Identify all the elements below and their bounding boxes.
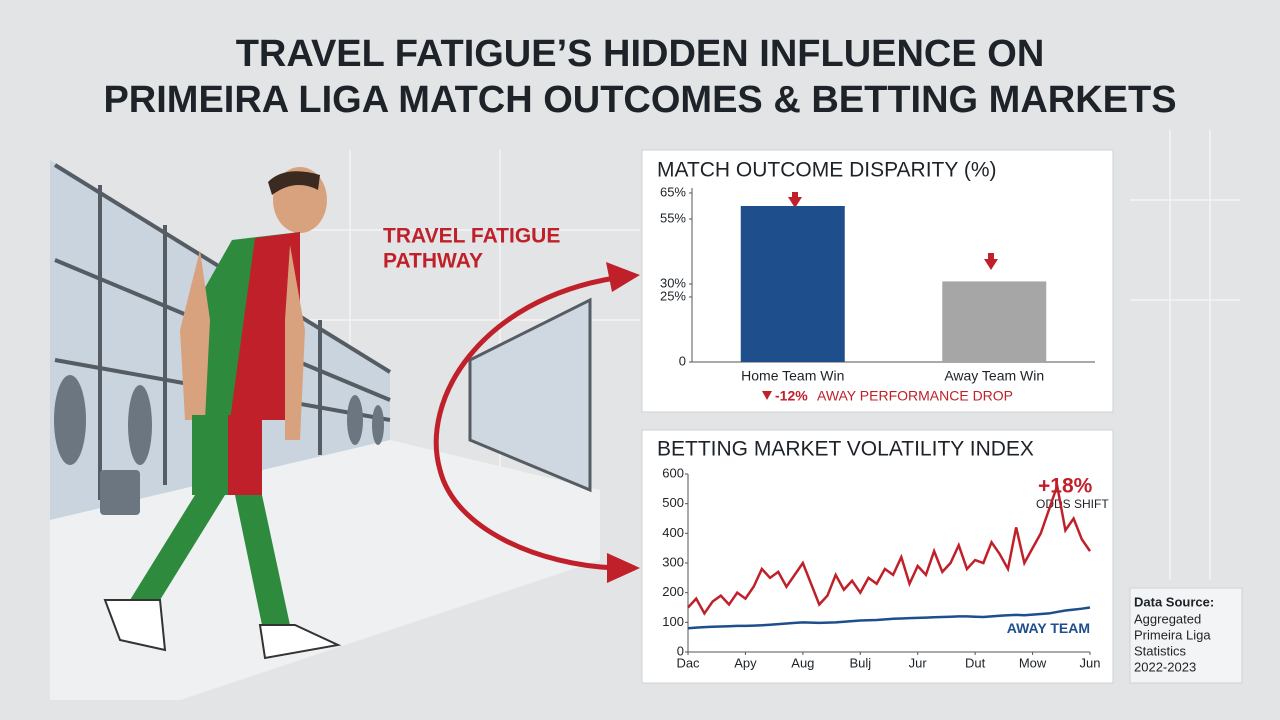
y-tick-label: 600	[662, 465, 684, 480]
y-tick-label: 0	[679, 353, 686, 368]
panel	[641, 149, 1114, 413]
line-series	[687, 480, 1092, 616]
source-line: Primeira Liga	[1134, 627, 1211, 642]
bar	[942, 281, 1047, 362]
y-tick-label: 500	[662, 495, 684, 510]
source-line: Aggregated	[1134, 611, 1201, 626]
y-tick-label: 300	[662, 554, 684, 569]
source-line: Statistics	[1134, 643, 1187, 658]
y-tick-label: 200	[662, 584, 684, 599]
annotation-text: AWAY PERFORMANCE DROP	[817, 388, 1013, 404]
drop-arrow	[762, 391, 772, 400]
drop-arrow	[792, 192, 798, 199]
annotation-value: -12%	[775, 388, 808, 404]
source-line: 2022-2023	[1134, 659, 1196, 674]
arrow-head	[606, 262, 640, 292]
y-tick-label: 100	[662, 614, 684, 629]
drop-arrow	[788, 197, 802, 208]
arrow-head	[607, 553, 640, 583]
illustration	[50, 160, 600, 700]
x-tick-label: Away Team Win	[944, 368, 1044, 384]
x-tick-label: Mow	[1019, 655, 1047, 670]
x-tick-label: Jur	[909, 655, 928, 670]
bar	[740, 206, 845, 362]
x-tick-label: Apy	[734, 655, 757, 670]
x-tick-label: Jun	[1080, 655, 1101, 670]
y-tick-label: 30%	[660, 275, 686, 290]
x-tick-label: Home Team Win	[741, 368, 844, 384]
annotation-value: +18%	[1038, 475, 1093, 498]
x-tick-label: Aug	[791, 655, 814, 670]
series-label: AWAY TEAM	[1007, 620, 1090, 636]
chart-title: BETTING MARKET VOLATILITY INDEX	[657, 438, 1034, 461]
line-series	[687, 606, 1091, 630]
y-tick-label: 0	[677, 643, 684, 658]
source-box	[1129, 587, 1243, 684]
pathway-label: TRAVEL FATIGUE	[383, 225, 560, 248]
title: TRAVEL FATIGUE’S HIDDEN INFLUENCE ON	[236, 33, 1045, 75]
x-tick-label: Bulj	[849, 655, 871, 670]
drop-arrow	[988, 253, 994, 260]
pathway-label: PATHWAY	[383, 250, 483, 273]
y-tick-label: 55%	[660, 210, 686, 225]
panel	[641, 429, 1114, 684]
y-tick-label: 400	[662, 525, 684, 540]
annotation-text: ODDS SHIFT	[1036, 497, 1109, 511]
y-tick-label: 65%	[660, 184, 686, 199]
pathway-arrow	[433, 275, 616, 571]
source-heading: Data Source:	[1134, 594, 1214, 609]
title: PRIMEIRA LIGA MATCH OUTCOMES & BETTING M…	[103, 79, 1176, 121]
chart-title: MATCH OUTCOME DISPARITY (%)	[657, 159, 997, 182]
drop-arrow	[984, 259, 998, 270]
y-tick-label: 25%	[660, 288, 686, 303]
x-tick-label: Dut	[965, 655, 986, 670]
x-tick-label: Dac	[676, 655, 700, 670]
